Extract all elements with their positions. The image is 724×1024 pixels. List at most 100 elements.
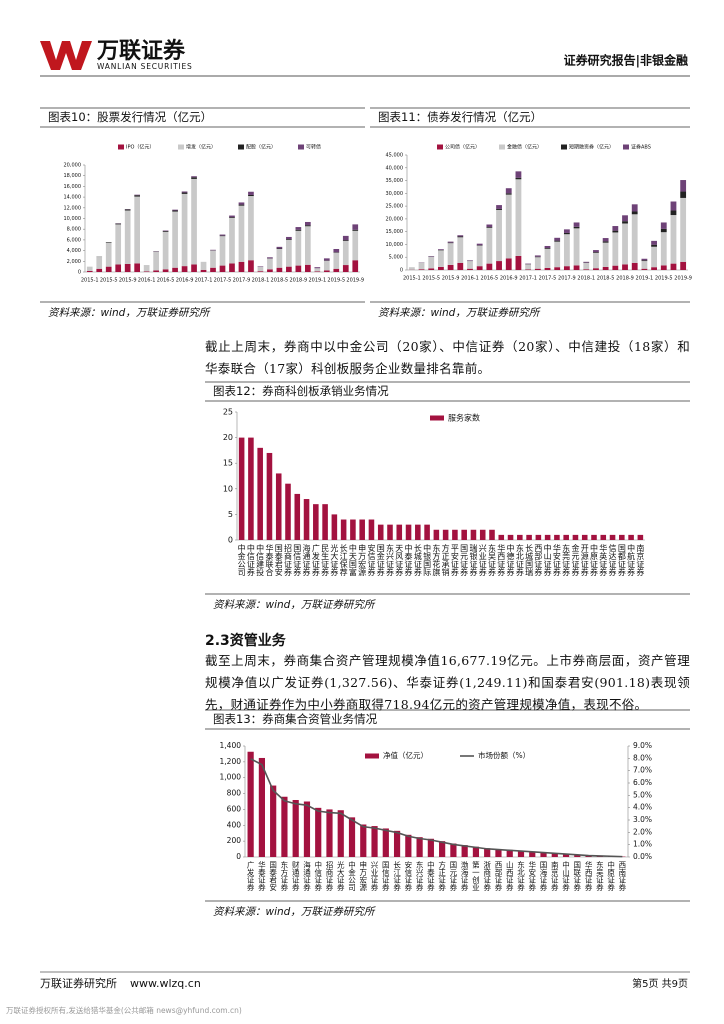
bar-segment [162, 269, 169, 272]
bar-segment [505, 258, 512, 270]
x-tick-label: 2018-9 [616, 276, 634, 282]
bar-segment [525, 269, 532, 270]
bar-segment [554, 267, 561, 270]
bar-segment [612, 232, 619, 266]
legend-swatch [178, 144, 184, 150]
x-tick-label: 华西证券 [584, 860, 593, 893]
bar-segment [352, 229, 359, 231]
bar-segment [105, 242, 112, 267]
x-tick-label: 2018-5 [597, 276, 615, 282]
y-tick-label: 18,000 [64, 173, 82, 179]
x-tick-label: 国泰君安 [268, 861, 277, 893]
x-tick-label: 安信证券 [367, 543, 376, 577]
bar-segment [680, 180, 687, 192]
bar-segment [486, 224, 493, 228]
bar-segment [680, 197, 687, 262]
bar-segment [238, 261, 245, 272]
bar [322, 504, 328, 540]
x-tick-label: 中山证券 [561, 860, 570, 893]
y2-tick-label: 7.0% [633, 766, 652, 775]
bar-segment [447, 264, 454, 270]
bar [529, 851, 536, 857]
bar-segment [525, 264, 532, 270]
bar-segment [418, 269, 425, 270]
x-tick-label: 国金证券 [376, 544, 385, 577]
y-tick-label: 800 [227, 789, 242, 798]
bar-segment [96, 257, 103, 269]
bar-segment [219, 234, 226, 236]
bar [359, 519, 365, 540]
bar [281, 796, 288, 857]
bar [461, 529, 467, 540]
bar-segment [515, 177, 522, 180]
bar-segment [305, 225, 311, 227]
x-tick-label: 中天国富 [348, 543, 357, 577]
bar-segment [476, 245, 483, 246]
legend-label: 配股（亿元） [246, 144, 276, 151]
bar-segment [641, 268, 648, 270]
bar [368, 519, 375, 540]
bar [405, 524, 412, 540]
bar-segment [333, 252, 340, 269]
bar [270, 785, 277, 857]
figure-title: 图表12：券商科创板承销业务情况 [213, 384, 389, 398]
bar [337, 810, 344, 857]
bar-segment [96, 268, 103, 272]
y-tick-label: 10,000 [386, 242, 404, 248]
bar [315, 807, 322, 857]
bar-segment [257, 271, 264, 272]
bar-segment [505, 193, 512, 195]
x-tick-label: 中原证券 [606, 860, 615, 893]
bar-segment [418, 262, 425, 270]
bar [442, 529, 449, 540]
bar-segment [162, 231, 169, 270]
bar-segment [544, 248, 551, 249]
y-tick-label: 1,200 [220, 757, 242, 766]
bar-segment [191, 177, 197, 179]
bar-segment [286, 239, 292, 240]
legend-label: 净值（亿元） [383, 750, 428, 760]
x-tick-label: 2019-9 [674, 276, 692, 282]
bar-segment [153, 251, 159, 271]
x-tick-label: 安信证券 [404, 860, 413, 893]
bar [507, 534, 514, 540]
x-tick-label: 东方花旗 [432, 543, 441, 577]
x-tick-label: 渤海证券 [460, 860, 469, 893]
y2-tick-label: 9.0% [633, 741, 652, 750]
x-tick-label: 申万宏源 [359, 860, 368, 893]
bar-segment [467, 268, 473, 270]
bar-segment [573, 228, 580, 266]
x-tick-label: 东北证券 [515, 543, 524, 577]
bar-segment [563, 232, 570, 235]
x-tick-label: 广发证券 [246, 860, 255, 893]
bar-segment [660, 232, 667, 266]
x-tick-label: 2017-1 [195, 278, 213, 284]
bar-segment [544, 245, 551, 249]
bar-segment [631, 204, 638, 212]
bar [574, 854, 581, 857]
legend-swatch [298, 144, 304, 150]
bar-segment [342, 265, 349, 272]
bar-segment [115, 264, 122, 272]
x-tick-label: 2015-1 [403, 276, 421, 282]
bar-segment [323, 260, 330, 271]
x-tick-label: 南京证券 [636, 543, 645, 577]
bar-segment [229, 217, 235, 264]
bar [484, 848, 491, 857]
x-tick-label: 长城国瑞 [525, 543, 534, 576]
bar-segment [172, 209, 178, 211]
y-tick-label: 1,400 [220, 741, 242, 750]
bar-segment [210, 249, 216, 251]
y-tick-label: 10 [223, 484, 233, 493]
x-tick-label: 浙商证券 [482, 860, 491, 893]
x-tick-label: 国元证券 [449, 861, 458, 893]
bar-segment [641, 260, 648, 262]
bar-segment [428, 256, 435, 269]
y2-tick-label: 4.0% [633, 803, 652, 812]
x-tick-label: 南京证券 [550, 860, 559, 893]
bar-segment [181, 266, 188, 272]
bar-segment [276, 248, 283, 249]
x-tick-label: 中金公司 [237, 543, 246, 576]
x-tick-label: 2015-5 [422, 276, 440, 282]
bar-segment [352, 230, 359, 261]
